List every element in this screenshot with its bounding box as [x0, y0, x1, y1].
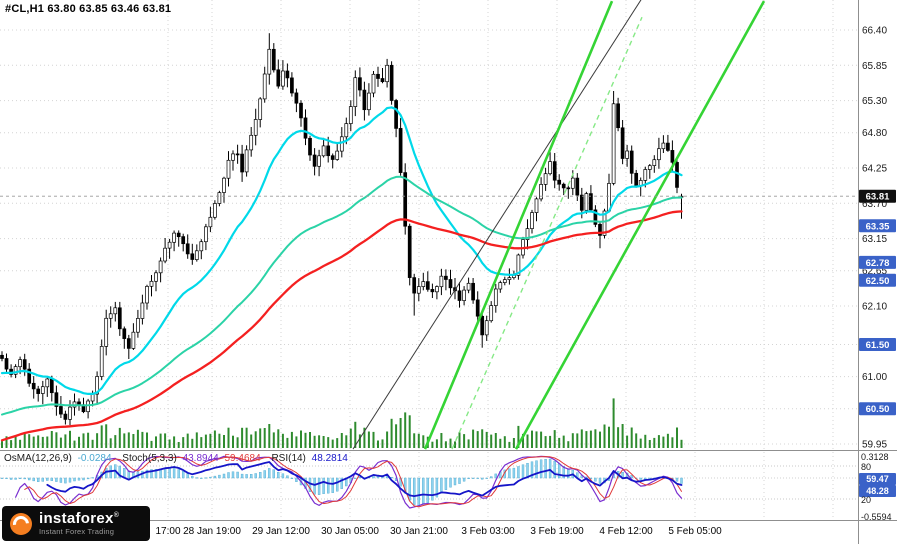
svg-text:4 Feb 12:00: 4 Feb 12:00 [599, 526, 653, 537]
svg-text:28 Jan 19:00: 28 Jan 19:00 [183, 526, 241, 537]
osma-label: OsMA(12,26,9) [4, 453, 72, 464]
svg-text:3 Feb 03:00: 3 Feb 03:00 [461, 526, 515, 537]
rsi-label: RSI(14) [271, 453, 306, 464]
osma-value: -0.0284 [77, 453, 112, 464]
svg-text:63.70: 63.70 [862, 199, 887, 210]
moving-averages [0, 106, 683, 442]
indicator-values-bar: OsMA(12,26,9) -0.0284 Stoch(5,3,3) 43.89… [4, 453, 351, 464]
swoosh-shape [10, 512, 32, 535]
svg-text:0.3128: 0.3128 [861, 452, 889, 462]
instaforex-icon [10, 512, 32, 535]
trendlines [352, 0, 766, 450]
svg-text:65.30: 65.30 [862, 96, 887, 107]
svg-text:30 Jan 05:00: 30 Jan 05:00 [321, 526, 379, 537]
svg-text:62.10: 62.10 [862, 301, 887, 312]
svg-text:63.81: 63.81 [866, 192, 890, 203]
svg-text:48.28: 48.28 [866, 486, 889, 496]
svg-text:64.80: 64.80 [862, 128, 887, 139]
svg-text:80: 80 [861, 462, 871, 472]
svg-text:5 Feb 05:00: 5 Feb 05:00 [668, 526, 722, 537]
indicator-panel [0, 455, 857, 509]
svg-text:30 Jan 21:00: 30 Jan 21:00 [390, 526, 448, 537]
svg-text:64.25: 64.25 [862, 163, 887, 174]
svg-text:63.35: 63.35 [866, 221, 890, 232]
stoch-k-value: 43.8944 [182, 453, 219, 464]
svg-text:59.95: 59.95 [862, 439, 887, 450]
svg-text:62.78: 62.78 [866, 258, 890, 269]
svg-text:17:00: 17:00 [155, 526, 180, 537]
svg-text:61.00: 61.00 [862, 372, 887, 383]
svg-text:61.50: 61.50 [866, 340, 890, 351]
volume-histogram [1, 398, 683, 448]
svg-text:62.65: 62.65 [862, 266, 887, 277]
stoch-d-value: 59.4684 [224, 453, 261, 464]
logo-brand: instaforex® [39, 510, 120, 528]
chart-title: #CL,H1 63.80 63.85 63.46 63.81 [5, 3, 172, 15]
svg-text:66.40: 66.40 [862, 26, 887, 37]
svg-text:-0.5594: -0.5594 [861, 512, 892, 522]
price-axis: 66.40 65.85 65.30 64.80 64.25 63.70 63.15 62.65… [859, 26, 896, 450]
rsi-value: 48.2814 [311, 453, 348, 464]
stoch-label: Stoch(5,3,3) [122, 453, 177, 464]
time-axis: 17:00 28 Jan 19:00 29 Jan 12:00 30 Jan 05:0… [155, 526, 722, 537]
svg-text:29 Jan 12:00: 29 Jan 12:00 [252, 526, 310, 537]
candles [0, 33, 684, 426]
registered-mark: ® [113, 512, 120, 520]
svg-text:20: 20 [861, 495, 871, 505]
logo-tagline: Instant Forex Trading [39, 527, 115, 537]
svg-text:60.50: 60.50 [866, 404, 890, 415]
svg-text:62.50: 62.50 [866, 276, 890, 287]
svg-text:65.85: 65.85 [862, 61, 887, 72]
svg-text:63.15: 63.15 [862, 234, 887, 245]
svg-text:59.47: 59.47 [866, 474, 889, 484]
instaforex-logo: instaforex® Instant Forex Trading [2, 506, 150, 541]
svg-text:3 Feb 19:00: 3 Feb 19:00 [530, 526, 584, 537]
